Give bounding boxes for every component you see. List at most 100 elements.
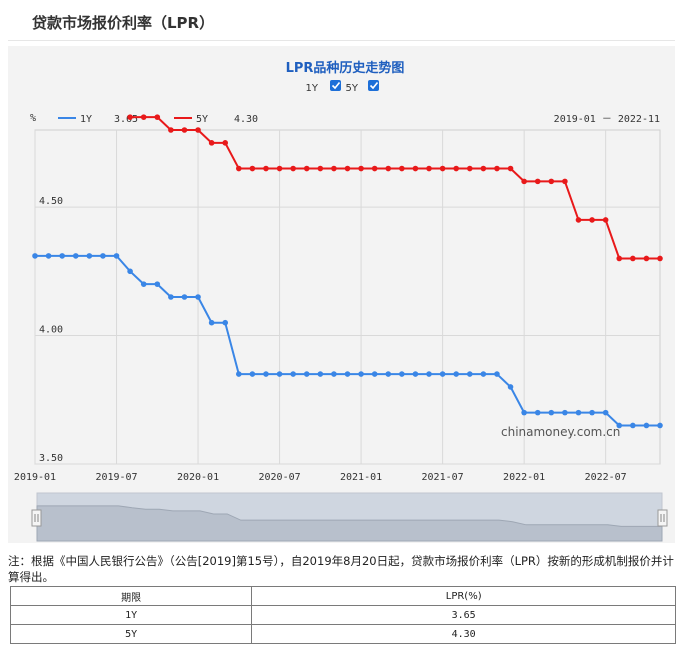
data-point-5y[interactable]: [263, 165, 269, 172]
data-point-1y[interactable]: [575, 409, 582, 416]
data-point-1y[interactable]: [439, 371, 446, 377]
navigator-left-handle[interactable]: [31, 509, 42, 527]
data-point-5y[interactable]: [494, 165, 500, 172]
data-point-1y[interactable]: [276, 371, 283, 377]
data-point-1y[interactable]: [657, 422, 663, 429]
data-point-5y[interactable]: [548, 178, 555, 185]
data-point-1y[interactable]: [290, 371, 296, 377]
data-point-1y[interactable]: [127, 268, 133, 275]
data-point-5y[interactable]: [344, 165, 351, 172]
data-point-1y[interactable]: [195, 294, 201, 300]
table-header-row: 期限 LPR(%): [9, 586, 676, 606]
data-point-1y[interactable]: [589, 409, 595, 416]
data-point-1y[interactable]: [507, 384, 514, 390]
data-point-5y[interactable]: [358, 165, 364, 172]
data-point-5y[interactable]: [140, 114, 147, 120]
data-point-1y[interactable]: [480, 371, 487, 377]
data-point-5y[interactable]: [439, 165, 446, 172]
data-point-1y[interactable]: [154, 281, 161, 287]
data-point-1y[interactable]: [412, 371, 419, 377]
data-point-5y[interactable]: [643, 255, 650, 262]
data-point-5y[interactable]: [589, 217, 595, 223]
data-point-1y[interactable]: [521, 409, 527, 416]
data-point-5y[interactable]: [412, 165, 419, 172]
data-point-5y[interactable]: [385, 165, 392, 172]
data-point-1y[interactable]: [236, 371, 242, 377]
data-point-5y[interactable]: [480, 165, 487, 172]
data-point-1y[interactable]: [263, 371, 269, 377]
data-point-1y[interactable]: [331, 371, 337, 377]
data-point-5y[interactable]: [303, 165, 310, 172]
data-point-1y[interactable]: [466, 371, 473, 377]
range-navigator[interactable]: [31, 492, 668, 542]
navigator-right-handle[interactable]: [657, 509, 668, 527]
data-point-5y[interactable]: [317, 165, 324, 172]
toggle-1y-checkbox[interactable]: [330, 80, 341, 91]
data-point-5y[interactable]: [195, 127, 201, 133]
toggle-5y-checkbox[interactable]: [368, 80, 379, 91]
data-point-1y[interactable]: [140, 281, 147, 287]
data-point-1y[interactable]: [385, 371, 392, 377]
data-point-1y[interactable]: [208, 319, 215, 326]
data-point-5y[interactable]: [127, 114, 133, 120]
data-point-1y[interactable]: [562, 409, 568, 416]
data-point-5y[interactable]: [181, 127, 188, 133]
data-point-5y[interactable]: [466, 165, 473, 172]
legend-item-5y[interactable]: 5Y 4.30: [174, 114, 258, 125]
data-point-1y[interactable]: [303, 371, 310, 377]
data-point-5y[interactable]: [630, 255, 636, 262]
data-point-5y[interactable]: [222, 140, 229, 146]
data-point-1y[interactable]: [358, 371, 364, 377]
data-point-1y[interactable]: [32, 253, 38, 259]
data-point-1y[interactable]: [399, 371, 405, 377]
data-point-5y[interactable]: [399, 165, 405, 172]
data-point-5y[interactable]: [249, 165, 256, 172]
data-point-5y[interactable]: [616, 255, 623, 262]
data-point-1y[interactable]: [59, 253, 65, 259]
data-point-1y[interactable]: [534, 409, 541, 416]
data-point-5y[interactable]: [154, 114, 161, 120]
data-point-1y[interactable]: [453, 371, 459, 377]
data-point-1y[interactable]: [113, 253, 120, 259]
data-point-1y[interactable]: [643, 422, 650, 429]
table-cell-rate: 4.30: [251, 624, 676, 644]
data-point-5y[interactable]: [371, 165, 378, 172]
data-point-1y[interactable]: [344, 371, 351, 377]
data-point-5y[interactable]: [521, 178, 527, 185]
x-tick-label: 2020-07: [258, 472, 300, 483]
data-point-1y[interactable]: [548, 409, 555, 416]
lpr-table: 期限 LPR(%) 1Y 3.65 5Y 4.30: [9, 586, 676, 644]
data-point-1y[interactable]: [168, 294, 174, 300]
data-point-1y[interactable]: [249, 371, 256, 377]
data-point-5y[interactable]: [453, 165, 459, 172]
data-point-1y[interactable]: [494, 371, 500, 377]
table-header-lpr: LPR(%): [251, 586, 676, 606]
data-point-5y[interactable]: [208, 140, 215, 146]
data-point-1y[interactable]: [602, 409, 609, 416]
data-point-5y[interactable]: [168, 127, 174, 133]
data-point-1y[interactable]: [616, 422, 623, 429]
data-point-5y[interactable]: [575, 217, 582, 223]
data-point-5y[interactable]: [657, 255, 663, 262]
data-point-1y[interactable]: [371, 371, 378, 377]
data-point-1y[interactable]: [45, 253, 52, 259]
data-point-5y[interactable]: [236, 165, 242, 172]
legend-item-1y[interactable]: 1Y 3.65: [58, 114, 138, 125]
grid-lines: [34, 130, 660, 465]
data-point-5y[interactable]: [426, 165, 432, 172]
data-point-5y[interactable]: [602, 217, 609, 223]
data-point-5y[interactable]: [562, 178, 568, 185]
data-point-5y[interactable]: [331, 165, 337, 172]
data-point-5y[interactable]: [290, 165, 296, 172]
data-point-1y[interactable]: [72, 253, 79, 259]
data-point-1y[interactable]: [426, 371, 432, 377]
data-point-1y[interactable]: [100, 253, 106, 259]
data-point-5y[interactable]: [534, 178, 541, 185]
data-point-5y[interactable]: [276, 165, 283, 172]
data-point-1y[interactable]: [181, 294, 188, 300]
data-point-1y[interactable]: [222, 319, 229, 326]
data-point-1y[interactable]: [317, 371, 324, 377]
data-point-1y[interactable]: [630, 422, 636, 429]
data-point-5y[interactable]: [507, 165, 514, 172]
data-point-1y[interactable]: [86, 253, 93, 259]
